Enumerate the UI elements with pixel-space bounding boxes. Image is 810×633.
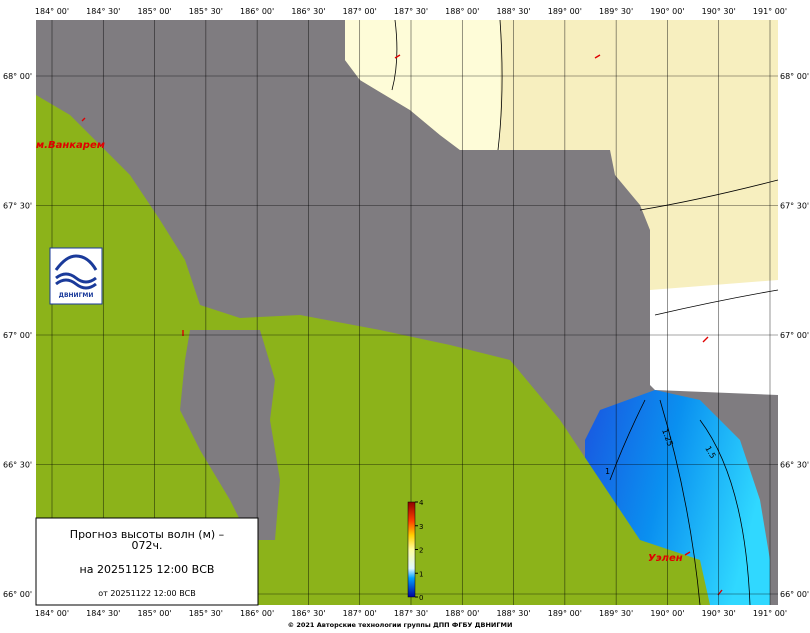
lon-label: 188° 30' bbox=[496, 7, 530, 16]
lagoon bbox=[180, 330, 280, 540]
lon-label: 189° 00' bbox=[548, 7, 582, 16]
lon-label: 189° 30' bbox=[599, 7, 633, 16]
lon-label: 187° 30' bbox=[394, 7, 428, 16]
legend-box: Прогноз высоты волн (м) – 072ч. на 20251… bbox=[35, 517, 259, 606]
wave-zone bbox=[650, 280, 778, 395]
lon-label: 187° 00' bbox=[343, 7, 377, 16]
lat-label: 66° 30' bbox=[780, 461, 809, 470]
lon-label: 188° 00' bbox=[445, 7, 479, 16]
lon-label: 185° 30' bbox=[189, 609, 223, 618]
lon-label: 190° 00' bbox=[650, 7, 684, 16]
legend-valid: на 20251125 12:00 ВСВ bbox=[80, 563, 215, 576]
legend-lead: 072ч. bbox=[132, 539, 163, 552]
colorbar-tick-label: 2 bbox=[419, 547, 423, 555]
place-label: м.Ванкарем bbox=[36, 140, 105, 151]
lon-label: 187° 30' bbox=[394, 609, 428, 618]
lat-label: 66° 00' bbox=[3, 590, 32, 599]
lon-label: 190° 00' bbox=[650, 609, 684, 618]
lat-label: 66° 00' bbox=[780, 590, 809, 599]
lat-label: 67° 30' bbox=[780, 202, 809, 211]
lon-label: 191° 00' bbox=[753, 7, 787, 16]
lat-label: 68° 00' bbox=[3, 72, 32, 81]
lon-label: 187° 00' bbox=[343, 609, 377, 618]
grid: 184° 00' 184° 00' 184° 30' 184° 30' 185° 00'… bbox=[3, 7, 809, 618]
lon-label: 191° 00' bbox=[753, 609, 787, 618]
colorbar-tick-label: 1 bbox=[419, 570, 423, 578]
lon-label: 190° 30' bbox=[702, 7, 736, 16]
legend-frame bbox=[35, 517, 259, 606]
lon-label: 188° 00' bbox=[445, 609, 479, 618]
land bbox=[36, 95, 710, 605]
lon-label: 188° 30' bbox=[496, 609, 530, 618]
contour-label: 1 bbox=[605, 467, 610, 476]
lat-label: 66° 30' bbox=[3, 461, 32, 470]
colorbar-tick-label: 4 bbox=[419, 499, 424, 507]
colorbar bbox=[407, 501, 416, 598]
lat-label: 67° 00' bbox=[3, 331, 32, 340]
logo-text: ДВНИГМИ bbox=[59, 292, 94, 299]
lon-label: 185° 00' bbox=[137, 7, 171, 16]
legend-issued: от 20251122 12:00 ВСВ bbox=[98, 589, 196, 598]
colorbar-tick-label: 3 bbox=[419, 523, 423, 531]
lon-label: 184° 30' bbox=[86, 609, 120, 618]
lon-label: 186° 30' bbox=[291, 609, 325, 618]
lon-label: 184° 00' bbox=[35, 7, 69, 16]
lon-label: 189° 30' bbox=[599, 609, 633, 618]
copyright: © 2021 Авторские технологии группы ДПП Ф… bbox=[288, 621, 513, 629]
legend-title: Прогноз высоты волн (м) – bbox=[70, 528, 224, 541]
lon-label: 184° 00' bbox=[35, 609, 69, 618]
lat-label: 67° 30' bbox=[3, 202, 32, 211]
lon-label: 186° 00' bbox=[240, 7, 274, 16]
wave-zone bbox=[345, 20, 500, 150]
lat-label: 67° 00' bbox=[780, 331, 809, 340]
logo: ДВНИГМИ bbox=[49, 247, 103, 305]
lon-label: 184° 30' bbox=[86, 7, 120, 16]
wave-direction bbox=[81, 54, 723, 596]
lon-label: 186° 00' bbox=[240, 609, 274, 618]
lon-label: 185° 00' bbox=[137, 609, 171, 618]
place-label: Уэлен bbox=[648, 553, 683, 564]
map-area bbox=[36, 19, 779, 606]
logo-waves bbox=[54, 254, 98, 290]
lon-label: 185° 30' bbox=[189, 7, 223, 16]
colorbar-ticks: 0 1 2 3 4 bbox=[415, 499, 424, 602]
lon-label: 189° 00' bbox=[548, 609, 582, 618]
colorbar-tick-label: 0 bbox=[419, 594, 423, 602]
lon-label: 190° 30' bbox=[702, 609, 736, 618]
lon-label: 186° 30' bbox=[291, 7, 325, 16]
lat-label: 68° 00' bbox=[780, 72, 809, 81]
